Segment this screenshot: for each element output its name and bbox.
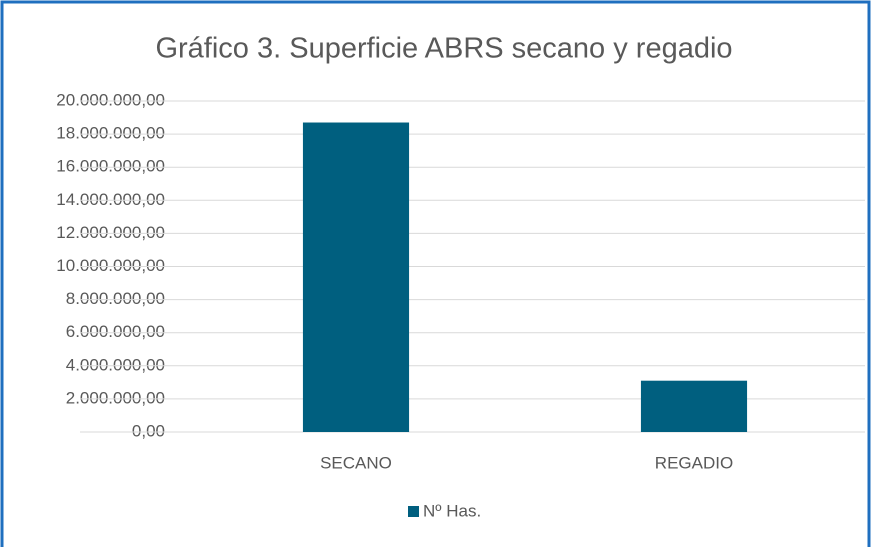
chart-title: Gráfico 3. Superficie ABRS secano y rega… (155, 33, 732, 65)
y-tick-label: 12.000.000,00 (56, 223, 165, 242)
x-tick-label: SECANO (320, 453, 392, 472)
y-tick-label: 14.000.000,00 (56, 190, 165, 209)
y-tick-label: 10.000.000,00 (56, 256, 165, 275)
legend-label: Nº Has. (423, 501, 481, 520)
y-tick-label: 8.000.000,00 (66, 289, 165, 308)
y-tick-label: 16.000.000,00 (56, 157, 165, 176)
y-tick-label: 18.000.000,00 (56, 124, 165, 143)
x-tick-label: REGADIO (655, 453, 733, 472)
y-tick-label: 20.000.000,00 (56, 90, 165, 109)
y-tick-label: 2.000.000,00 (66, 388, 165, 407)
bar (640, 380, 748, 432)
bar (302, 122, 410, 432)
y-tick-label: 0,00 (132, 421, 165, 440)
y-tick-label: 4.000.000,00 (66, 355, 165, 374)
y-tick-label: 6.000.000,00 (66, 322, 165, 341)
legend-swatch (408, 506, 419, 517)
